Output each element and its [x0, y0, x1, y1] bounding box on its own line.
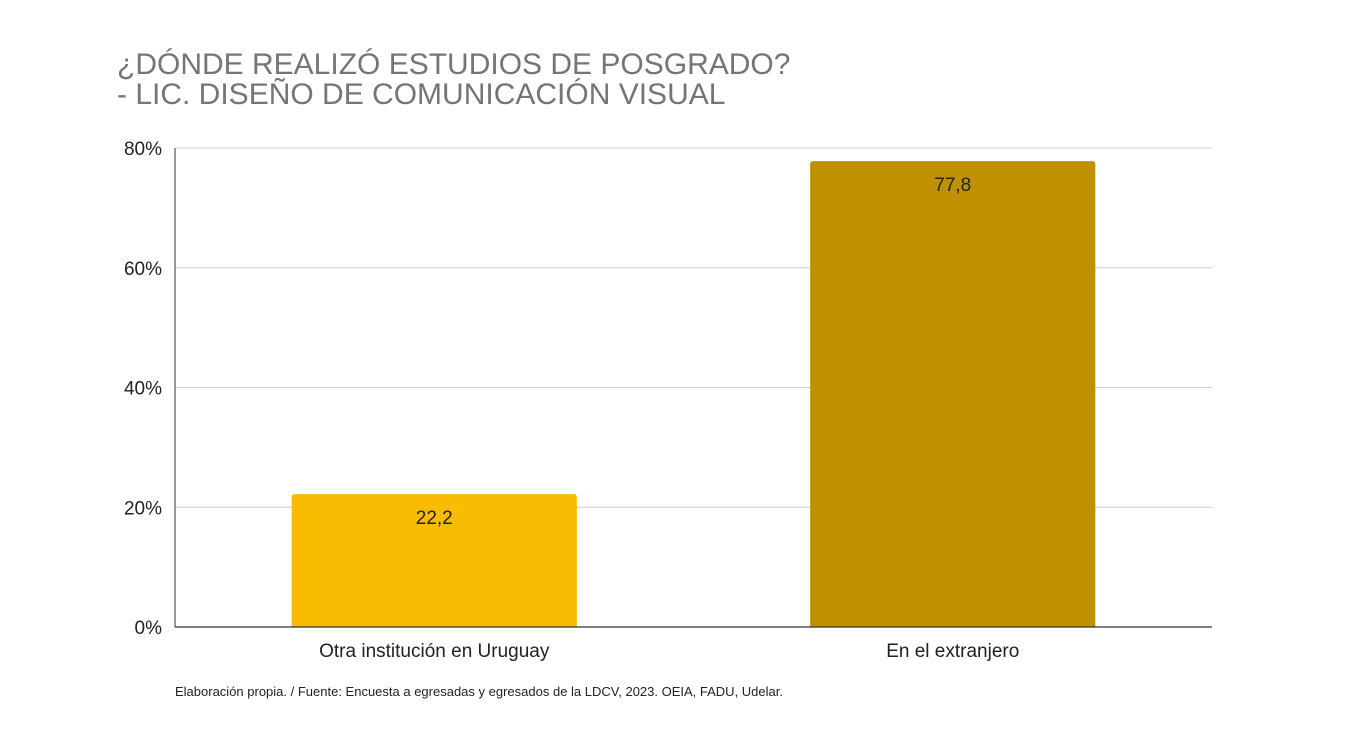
y-tick-label: 80% [124, 139, 162, 160]
y-axis-tick-labels: 0% 20% 40% 60% 80% [124, 139, 162, 639]
y-tick-label: 20% [124, 498, 162, 519]
data-label: 22,2 [416, 508, 453, 529]
source-footnote: Elaboración propia. / Fuente: Encuesta a… [175, 684, 783, 699]
chart-title: ¿DÓNDE REALIZÓ ESTUDIOS DE POSGRADO? - L… [117, 50, 790, 110]
bar-otra-institucion [291, 494, 577, 627]
bar-extranjero [810, 161, 1096, 628]
axes [174, 148, 1212, 628]
data-labels: 22,2 77,8 [416, 175, 971, 529]
data-label: 77,8 [934, 175, 971, 196]
chart-title-line-1: ¿DÓNDE REALIZÓ ESTUDIOS DE POSGRADO? [117, 48, 791, 81]
x-tick-label: En el extranjero [886, 641, 1019, 662]
y-tick-label: 40% [124, 379, 162, 400]
x-axis-tick-labels: Otra institución en Uruguay En el extranj… [319, 641, 1019, 662]
chart-title-line-2: - LIC. DISEÑO DE COMUNICACIÓN VISUAL [117, 78, 726, 111]
y-tick-label: 0% [135, 618, 163, 639]
x-tick-label: Otra institución en Uruguay [319, 641, 550, 662]
bars [291, 161, 1096, 628]
y-tick-label: 60% [124, 259, 162, 280]
